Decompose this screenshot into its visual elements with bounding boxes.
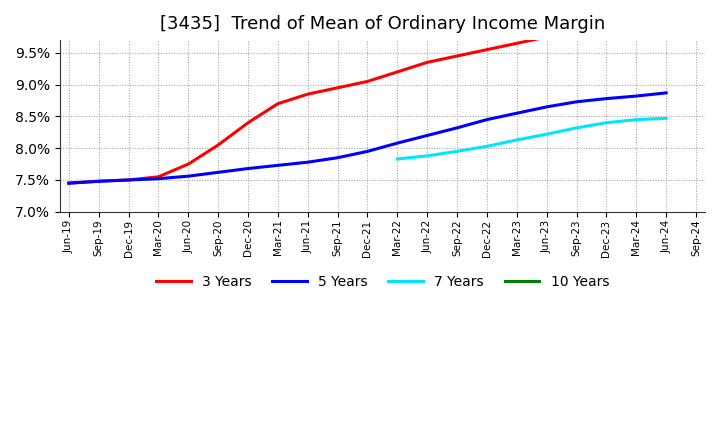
Legend: 3 Years, 5 Years, 7 Years, 10 Years: 3 Years, 5 Years, 7 Years, 10 Years xyxy=(150,269,615,294)
Title: [3435]  Trend of Mean of Ordinary Income Margin: [3435] Trend of Mean of Ordinary Income … xyxy=(160,15,605,33)
